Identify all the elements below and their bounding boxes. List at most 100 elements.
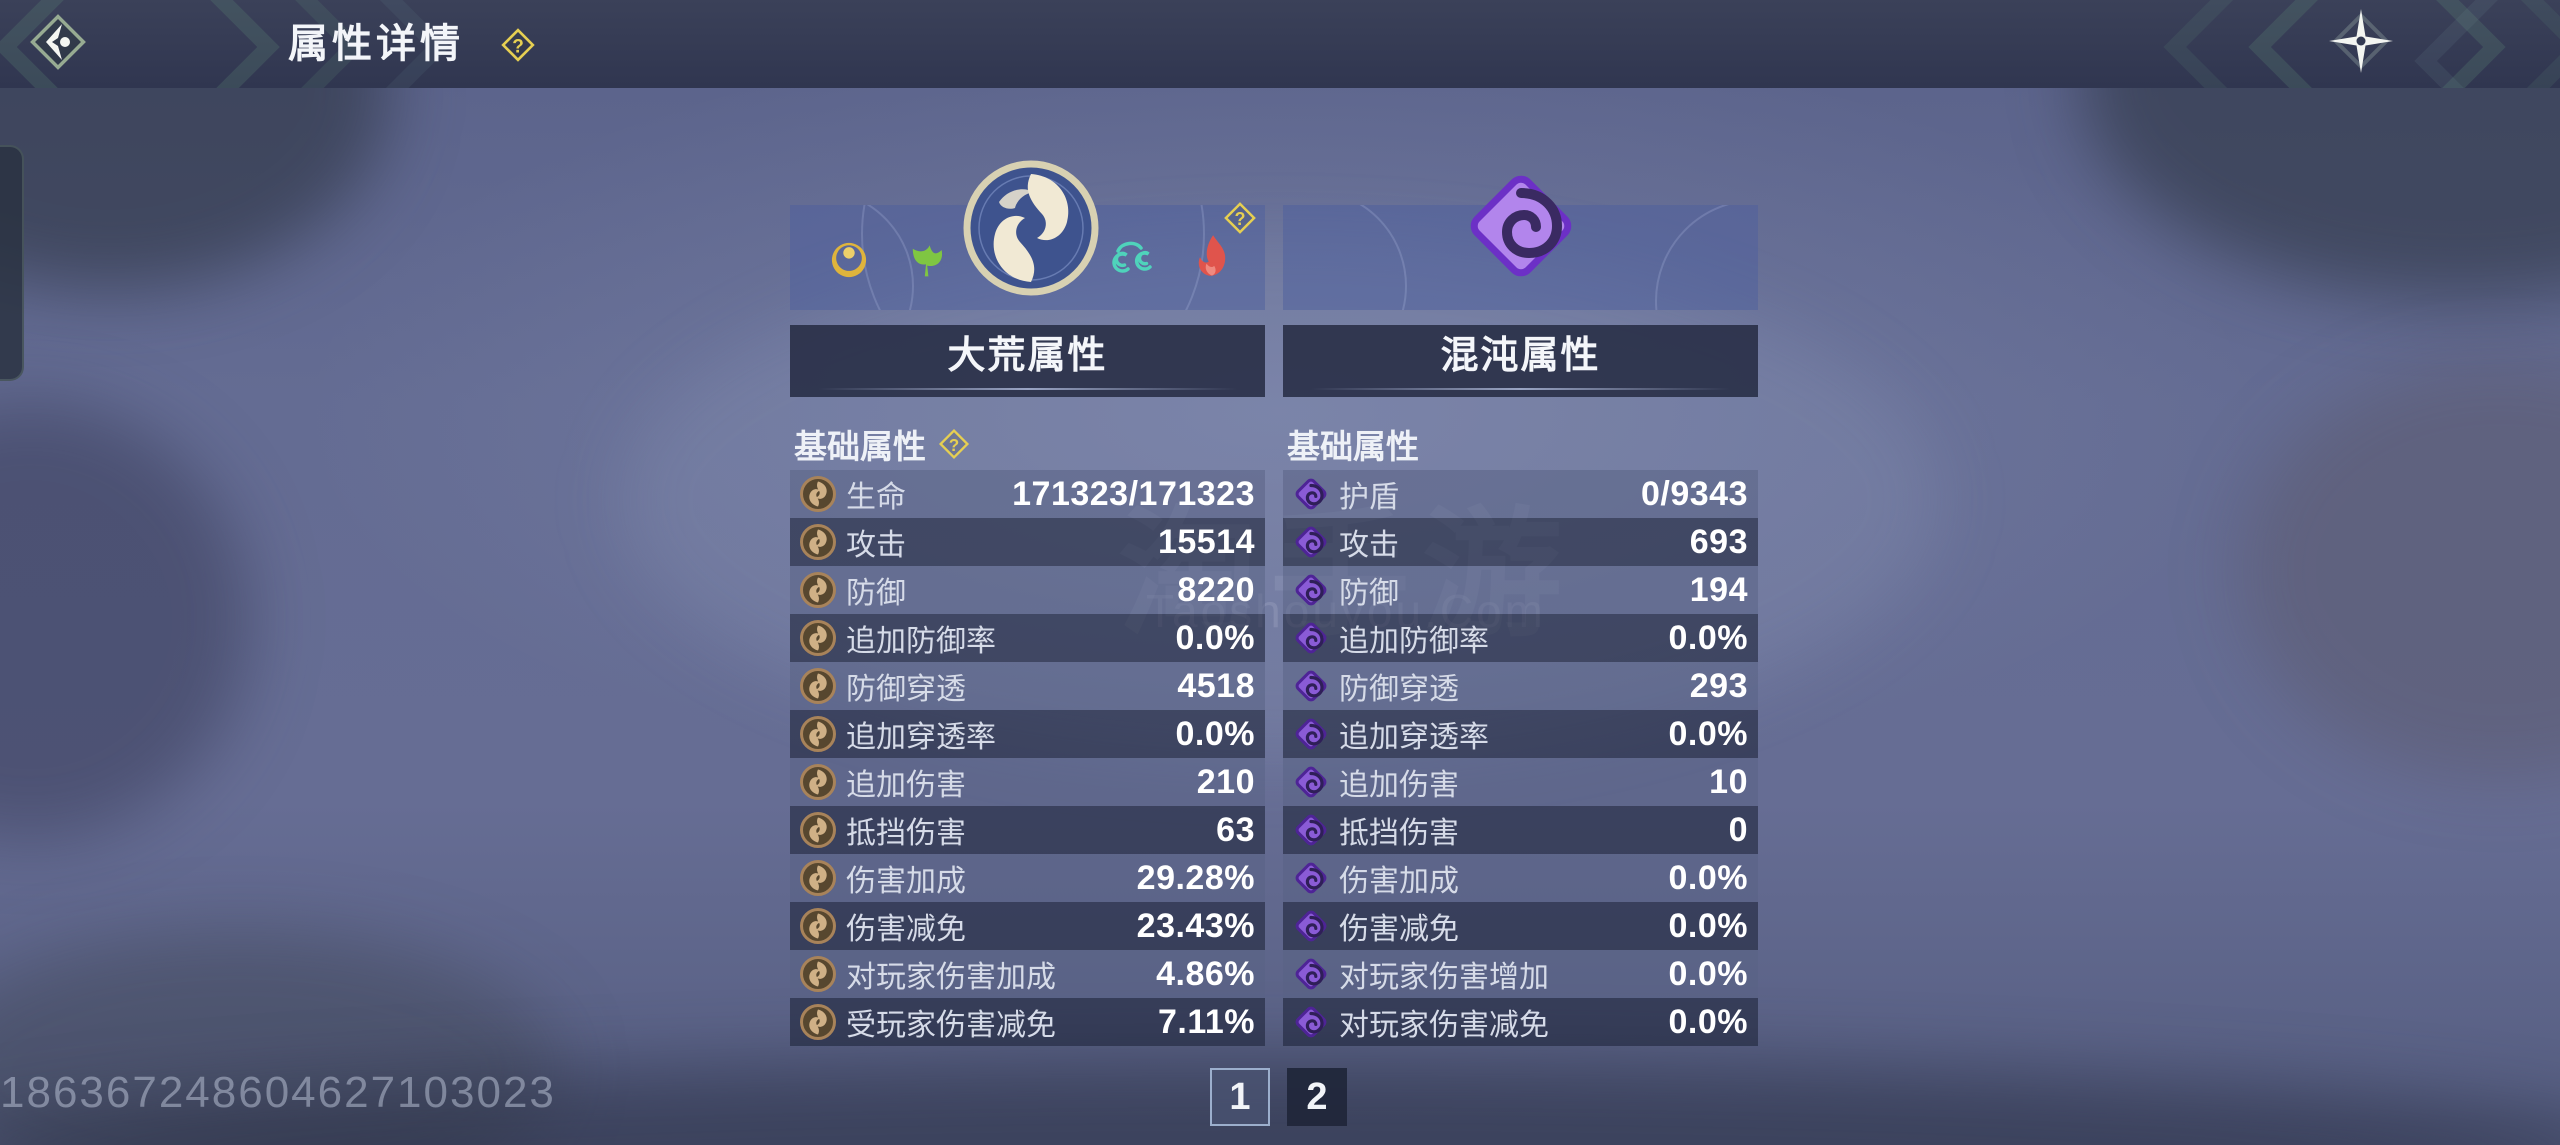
attr-label: 抵挡伤害 [846,817,966,850]
attr-label: 追加防御率 [1339,625,1489,658]
attr-label: 攻击 [846,529,906,562]
attr-label: 追加伤害 [846,769,966,802]
title-help-icon[interactable]: ? [498,25,538,65]
wild-attr-icon [796,904,840,948]
wild-attr-icon [796,472,840,516]
back-arrow-icon [30,14,86,70]
attr-value: 7.11% [1157,1002,1255,1041]
panel-title: 大荒属性 [947,335,1108,377]
attr-row: 追加伤害 210 [790,758,1265,806]
attr-row: 追加穿透率 0.0% [1283,710,1758,758]
attr-row: 抵挡伤害 63 [790,806,1265,854]
attr-label: 受玩家伤害减免 [846,1009,1056,1042]
attr-value: 0.0% [1175,714,1255,753]
wild-attr-icon [796,520,840,564]
attr-label: 护盾 [1339,481,1399,514]
attr-row: 伤害加成 29.28% [790,854,1265,902]
element-wind-icon[interactable] [1108,236,1158,280]
attr-row: 伤害减免 0.0% [1283,902,1758,950]
attr-value: 8220 [1177,570,1255,609]
section-header: 基础属性 ? [794,420,972,468]
attr-value: 23.43% [1136,906,1255,945]
attr-label: 防御 [1339,577,1399,610]
attr-label: 抵挡伤害 [1339,817,1459,850]
chaos-attr-icon [1289,616,1333,660]
selected-element-water-emblem[interactable] [961,158,1101,298]
player-id-text: 186367248604627103023 [0,1068,556,1117]
section-help-icon[interactable]: ? [936,426,972,462]
attr-row: 攻击 15514 [790,518,1265,566]
section-header: 基础属性 [1287,420,1419,468]
chaos-attr-icon [1289,520,1333,564]
back-button[interactable] [22,6,94,78]
attr-row: 追加伤害 10 [1283,758,1758,806]
wild-attr-icon [796,760,840,804]
attr-label: 伤害加成 [846,865,966,898]
chaos-attr-icon [1289,904,1333,948]
attr-label: 追加防御率 [846,625,996,658]
attr-value: 63 [1216,810,1255,849]
attr-row: 追加防御率 0.0% [1283,614,1758,662]
chaos-attr-icon [1289,1000,1333,1044]
attr-label: 防御穿透 [846,673,966,706]
attr-label: 伤害减免 [1339,913,1459,946]
panel-title: 混沌属性 [1440,335,1601,377]
wild-attr-icon [796,856,840,900]
attr-row: 防御 194 [1283,566,1758,614]
attribute-list: 护盾 0/9343 攻击 693 [1283,470,1758,1046]
attr-row: 生命 171323/171323 [790,470,1265,518]
attr-row: 伤害加成 0.0% [1283,854,1758,902]
wild-attr-icon [796,1000,840,1044]
element-fire-icon[interactable] [1190,232,1234,280]
attr-value: 194 [1689,570,1748,609]
attr-row: 对玩家伤害减免 0.0% [1283,998,1758,1046]
panel-title-bar: 大荒属性 [790,325,1265,397]
chaos-attr-icon [1289,568,1333,612]
wild-attr-icon [796,568,840,612]
close-button[interactable] [2322,2,2400,80]
attr-value: 171323/171323 [1012,474,1255,513]
attr-row: 追加穿透率 0.0% [790,710,1265,758]
attr-value: 0.0% [1668,1002,1748,1041]
attr-value: 4.86% [1156,954,1255,993]
chaos-attr-icon [1289,760,1333,804]
attr-value: 0.0% [1175,618,1255,657]
chaos-emblem-icon [1460,165,1582,287]
attr-value: 210 [1196,762,1255,801]
attr-row: 对玩家伤害加成 4.86% [790,950,1265,998]
attr-row: 攻击 693 [1283,518,1758,566]
attr-label: 伤害加成 [1339,865,1459,898]
svg-text:?: ? [512,37,524,58]
attr-row: 防御 8220 [790,566,1265,614]
wild-attr-icon [796,808,840,852]
element-moon-icon[interactable] [830,241,868,279]
page-button-1[interactable]: 1 [1210,1068,1270,1126]
attr-label: 追加伤害 [1339,769,1459,802]
svg-text:?: ? [949,436,959,455]
attr-label: 生命 [846,481,906,514]
attr-label: 伤害减免 [846,913,966,946]
attr-label: 攻击 [1339,529,1399,562]
attr-label: 对玩家伤害增加 [1339,961,1549,994]
wild-attr-icon [796,616,840,660]
side-panel-handle[interactable] [0,145,24,381]
wild-attr-icon [796,952,840,996]
attr-value: 29.28% [1136,858,1255,897]
chaos-attr-icon [1289,712,1333,756]
attr-row: 防御穿透 293 [1283,662,1758,710]
banner-help-icon[interactable]: ? [1221,199,1259,237]
element-wood-icon[interactable] [902,232,950,280]
attribute-list: 生命 171323/171323 攻击 15514 [790,470,1265,1046]
attr-row: 受玩家伤害减免 7.11% [790,998,1265,1046]
attr-row: 护盾 0/9343 [1283,470,1758,518]
attr-value: 0.0% [1668,906,1748,945]
attr-label: 对玩家伤害加成 [846,961,1056,994]
page-button-2[interactable]: 2 [1287,1068,1347,1126]
chaos-attr-icon [1289,856,1333,900]
page-title: 属性详情 [288,22,464,66]
chaos-attr-icon [1289,472,1333,516]
svg-text:?: ? [1234,209,1245,229]
attr-label: 追加穿透率 [846,721,996,754]
attr-row: 抵挡伤害 0 [1283,806,1758,854]
